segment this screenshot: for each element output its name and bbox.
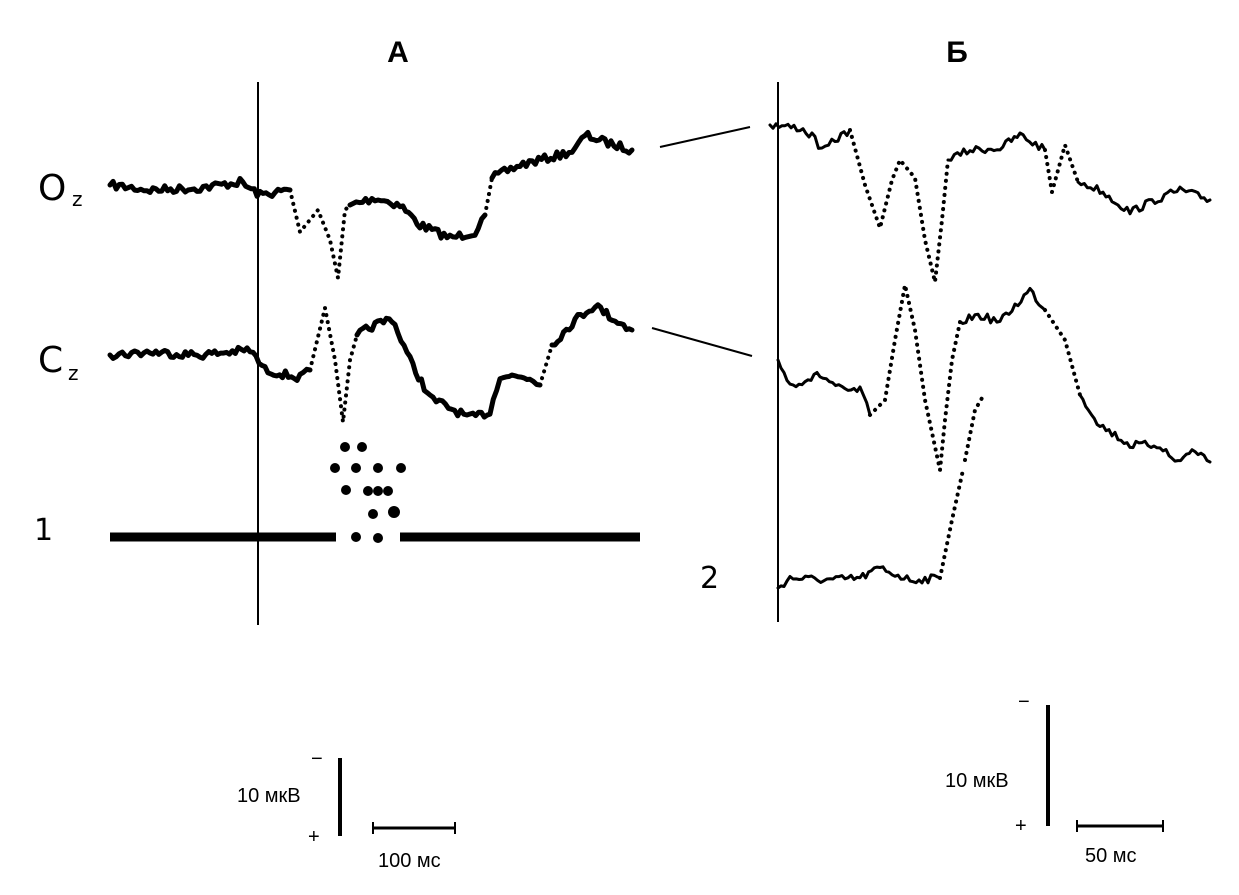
channel-label: O [38, 168, 66, 209]
trace-dotted [963, 396, 984, 462]
trace [489, 129, 635, 181]
scale-sign: − [311, 748, 323, 770]
trace [549, 302, 635, 348]
trace [776, 565, 942, 590]
panel-label: А [387, 36, 409, 69]
trace-dotted [308, 307, 359, 423]
trace-dotted [538, 343, 554, 387]
trace [958, 286, 1047, 325]
channel-label: C [38, 340, 63, 381]
marker-label: 2 [700, 561, 719, 596]
trace-dotted [848, 128, 950, 283]
trace-dotted [938, 468, 965, 580]
scale-label: 10 мкВ [237, 785, 301, 807]
trace-dotted [288, 188, 352, 279]
channel-subscript: z [72, 187, 83, 211]
trace [768, 122, 852, 150]
trace [946, 131, 1047, 162]
marker-label: 1 [34, 513, 53, 548]
trace [1076, 180, 1212, 216]
trace-dotted [868, 284, 962, 471]
trace [354, 315, 543, 420]
connector [651, 327, 753, 357]
trace-dotted [1043, 308, 1082, 397]
connector [659, 126, 751, 148]
scale-sign: + [1015, 815, 1027, 837]
trace [776, 358, 872, 417]
scale-label: 10 мкВ [945, 770, 1009, 792]
channel-subscript: z [68, 361, 79, 385]
scale-label: 50 мс [1085, 845, 1137, 867]
trace-dotted [1043, 138, 1080, 193]
trace [107, 176, 293, 199]
scale-sign: − [1018, 691, 1030, 713]
trace [347, 196, 488, 241]
panel-label: Б [946, 36, 968, 69]
trace [107, 344, 313, 383]
trace-dotted [483, 176, 494, 217]
scale-sign: + [308, 826, 320, 848]
trace [1078, 393, 1212, 464]
response-dots [330, 442, 406, 543]
scale-label: 100 мс [378, 850, 441, 872]
